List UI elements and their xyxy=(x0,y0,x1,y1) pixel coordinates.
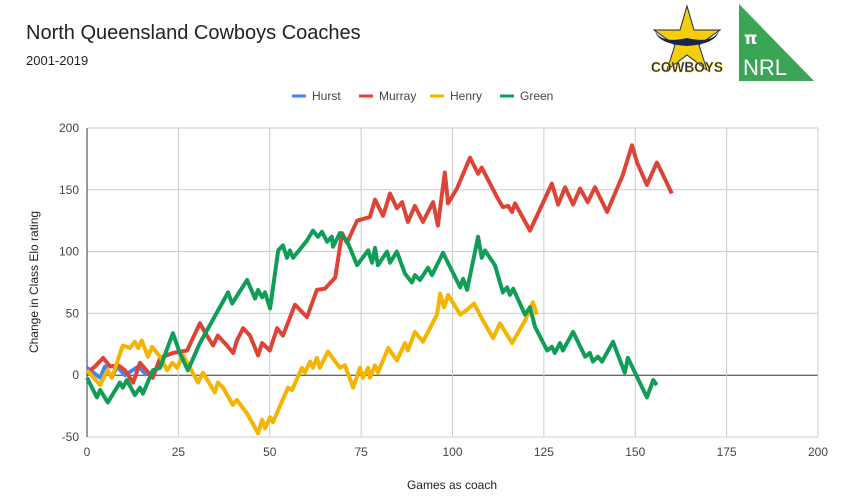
nrl-logo: π NRL xyxy=(739,4,814,81)
x-tick-label: 150 xyxy=(625,445,645,459)
legend-label-murray: Murray xyxy=(379,89,416,103)
x-tick-label: 100 xyxy=(442,445,462,459)
svg-text:π: π xyxy=(744,29,757,49)
y-tick-label: -50 xyxy=(62,430,80,444)
series-line-green xyxy=(85,228,659,405)
y-tick-label: 50 xyxy=(66,306,80,320)
y-tick-label: 200 xyxy=(59,121,79,135)
x-tick-label: 50 xyxy=(263,445,277,459)
x-tick-label: 125 xyxy=(534,445,554,459)
series-line-henry xyxy=(85,291,539,436)
series-line-murray xyxy=(85,143,674,385)
y-tick-label: 0 xyxy=(72,368,79,382)
x-tick-label: 25 xyxy=(172,445,186,459)
x-tick-label: 175 xyxy=(717,445,737,459)
legend-label-hurst: Hurst xyxy=(312,89,341,103)
y-axis-label: Change in Class Elo rating xyxy=(27,211,41,353)
chart-title: North Queensland Cowboys Coaches xyxy=(26,22,361,44)
x-tick-label: 0 xyxy=(84,445,91,459)
legend-label-green: Green xyxy=(520,89,553,103)
x-axis-label: Games as coach xyxy=(407,478,497,492)
x-tick-label: 75 xyxy=(354,445,368,459)
svg-text:NRL: NRL xyxy=(743,55,787,80)
y-tick-label: 100 xyxy=(59,245,79,259)
svg-text:COWBOYS: COWBOYS xyxy=(651,59,723,76)
y-tick-label: 150 xyxy=(59,183,79,197)
cowboys-logo: COWBOYS xyxy=(651,4,723,76)
chart-subtitle: 2001-2019 xyxy=(26,53,89,68)
legend-label-henry: Henry xyxy=(450,89,482,103)
x-tick-label: 200 xyxy=(808,445,828,459)
